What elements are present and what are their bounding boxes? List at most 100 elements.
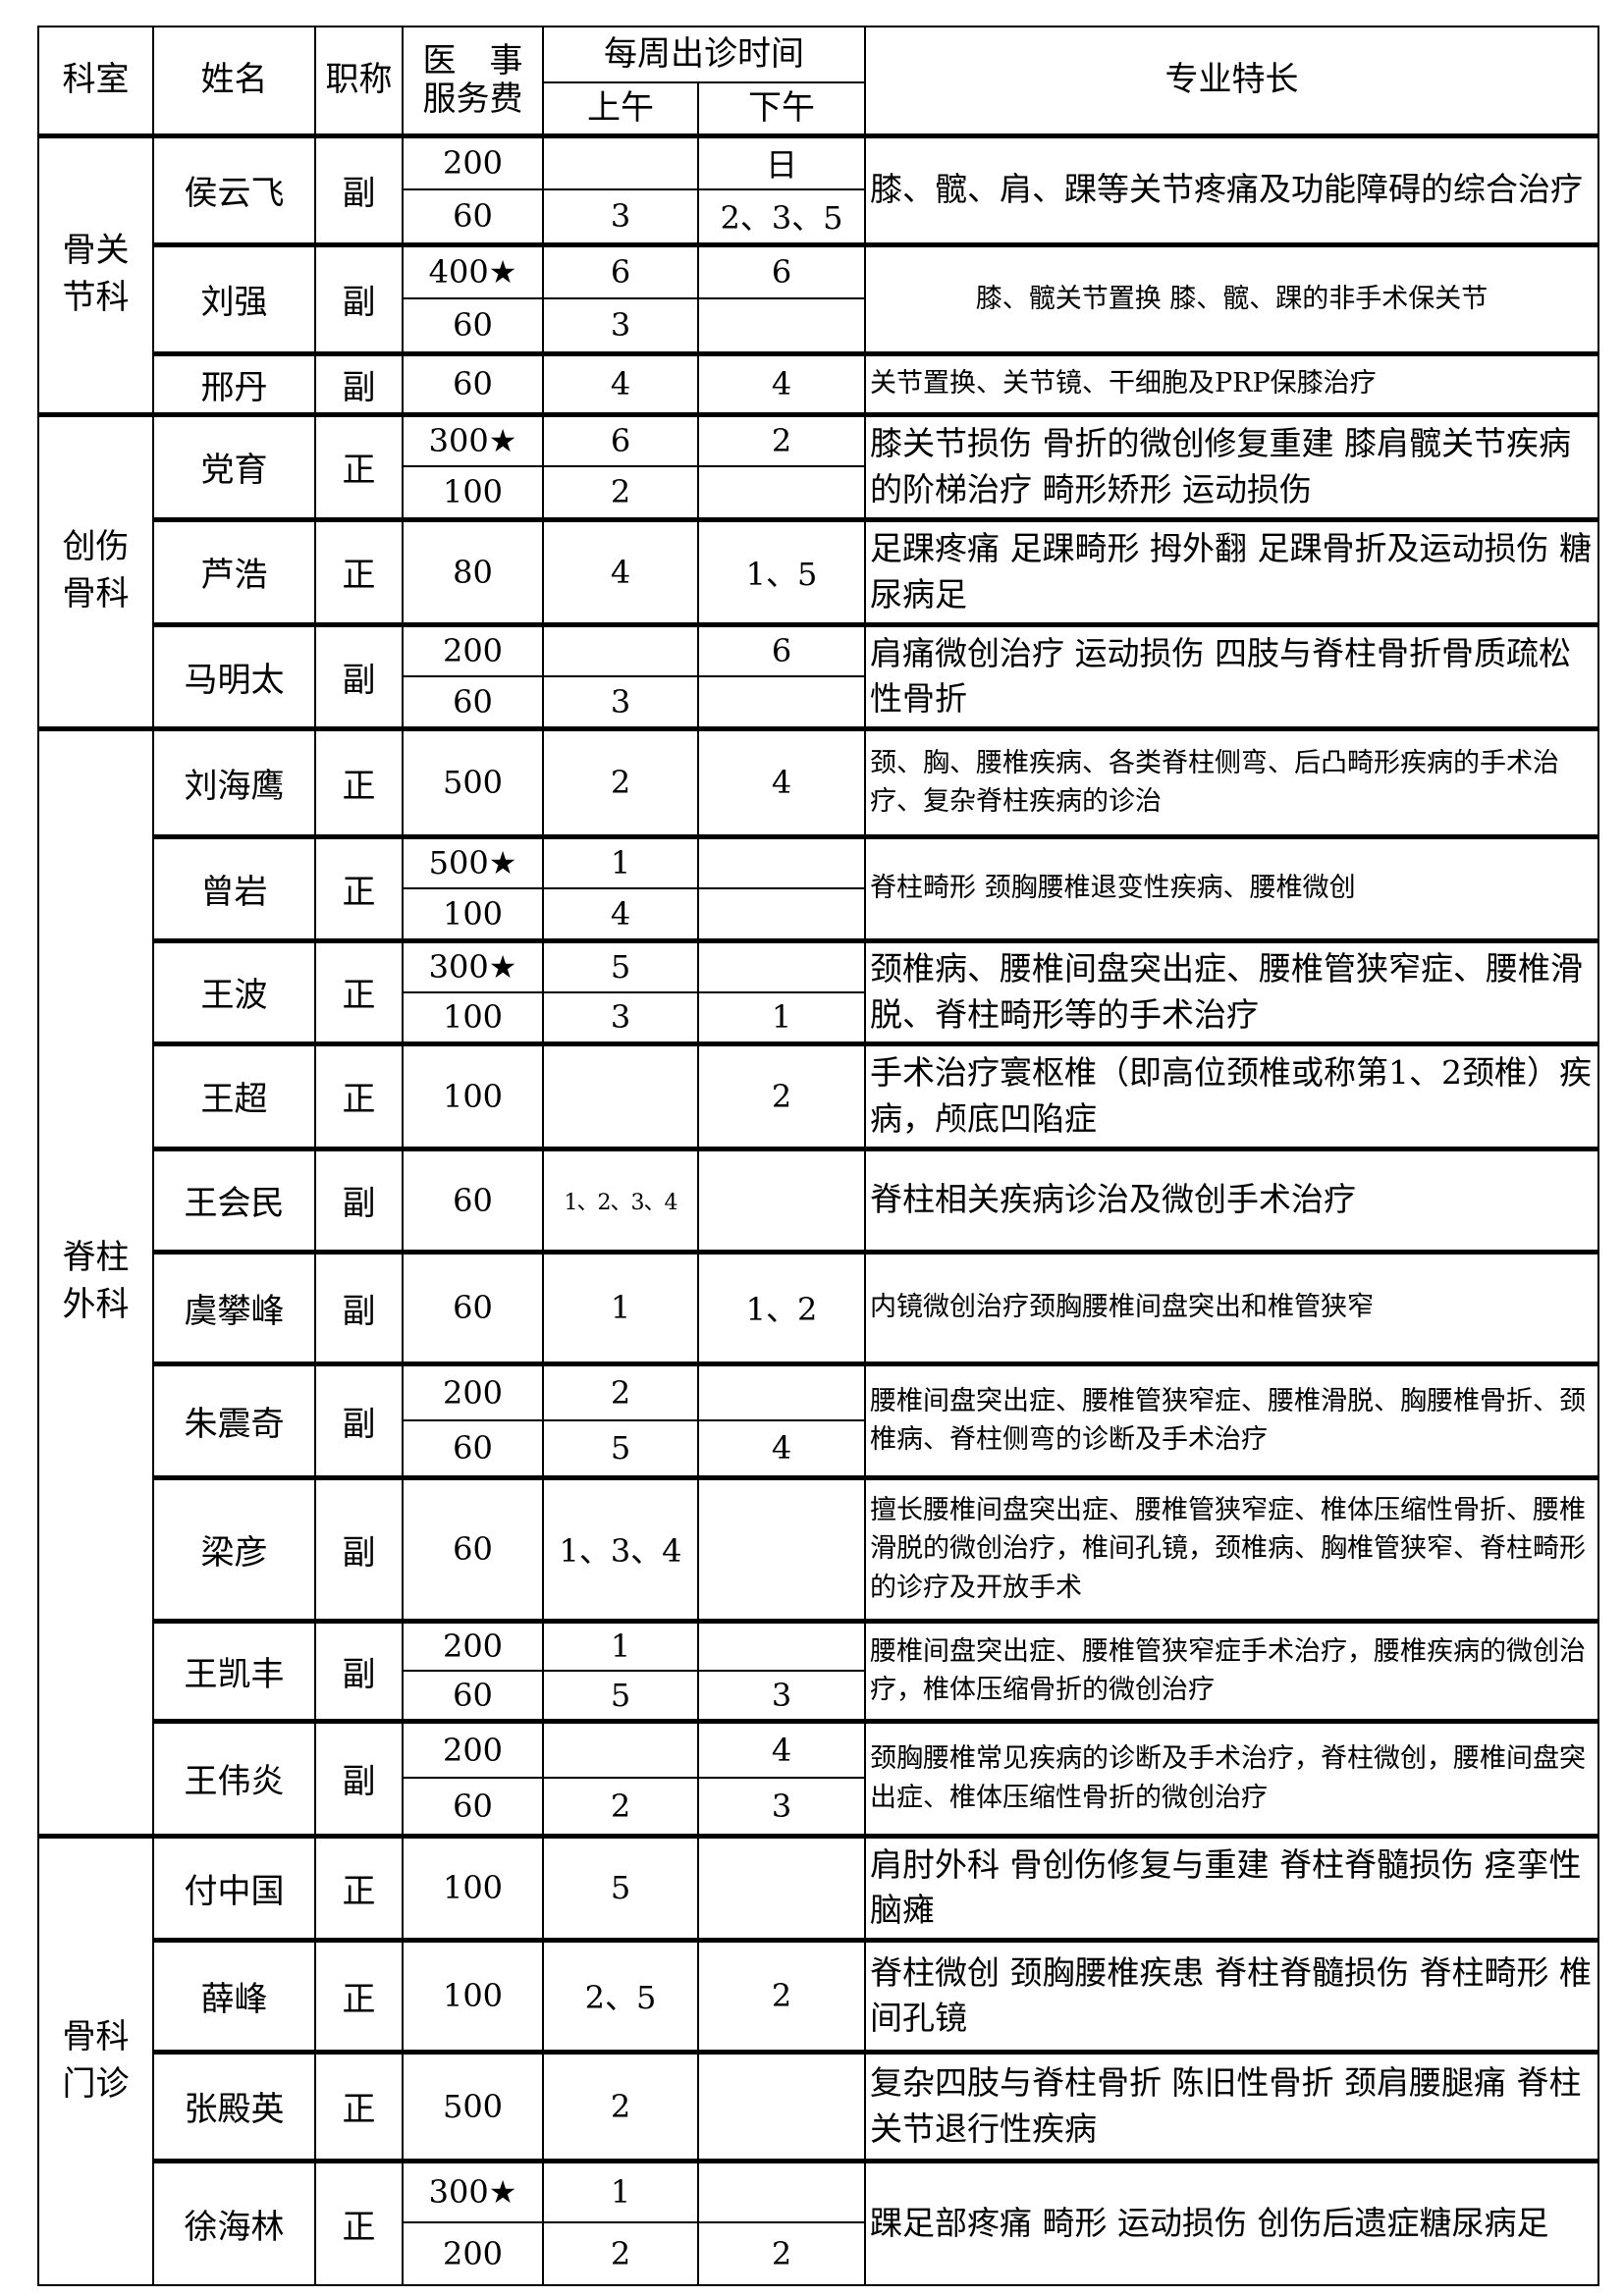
pm-cell: 2 xyxy=(697,2221,866,2286)
am-cell xyxy=(542,1041,699,1149)
doctor-title: 正 xyxy=(314,833,404,941)
am-cell: 2 xyxy=(542,1777,699,1837)
am-cell xyxy=(542,621,699,677)
fee-cell: 60 xyxy=(402,1474,544,1622)
specialty-cell: 足踝疼痛 足踝畸形 拇外翻 足踝骨折及运动损伤 糖尿病足 xyxy=(864,516,1599,625)
specialty-cell: 肩痛微创治疗 运动损伤 四肢与脊柱骨折骨质疏松性骨折 xyxy=(864,621,1599,729)
table-row: 60 3 xyxy=(38,297,1598,354)
doctor-title: 正 xyxy=(314,516,404,625)
specialty-cell: 手术治疗寰枢椎（即高位颈椎或称第1、2颈椎）疾病，颅底凹陷症 xyxy=(864,1041,1599,1149)
table-row: 刘强副 400★ 6 6 膝、髋关节置换 膝、髋、踝的非手术保关节 xyxy=(38,241,1599,354)
doctor-name: 王凯丰 xyxy=(152,1618,316,1722)
table-row: 曾岩正 500★ 1 脊柱畸形 颈胸腰椎退变性疾病、腰椎微创 xyxy=(38,833,1599,941)
specialty-cell: 腰椎间盘突出症、腰椎管狭窄症手术治疗，腰椎疾病的微创治疗，椎体压缩骨折的微创治疗 xyxy=(864,1618,1599,1722)
table-row: 朱震奇副 200 2 腰椎间盘突出症、腰椎管狭窄症、腰椎滑脱、胸腰椎骨折、颈椎病、脊柱… xyxy=(38,1361,1599,1478)
am-cell xyxy=(542,133,699,190)
fee-cell: 60 xyxy=(402,1419,544,1478)
doctor-title: 副 xyxy=(314,133,404,245)
fee-cell: 200 xyxy=(402,133,544,190)
doctor-title: 正 xyxy=(314,1937,404,2053)
doctor-title: 副 xyxy=(314,241,404,354)
pm-cell xyxy=(697,937,866,993)
table-row: 邢丹副 60 4 4 关节置换、关节镜、干细胞及PRP保膝治疗 xyxy=(38,350,1599,415)
doctor-name: 芦浩 xyxy=(152,516,316,625)
specialty-cell: 脊柱微创 颈胸腰椎疾患 脊柱脊髓损伤 脊柱畸形 椎间孔镜 xyxy=(864,1937,1599,2053)
header-specialty: 专业特长 xyxy=(864,26,1599,136)
pm-cell xyxy=(697,1618,866,1672)
pm-cell: 1、2 xyxy=(697,1249,866,1364)
pm-cell: 3 xyxy=(697,1670,866,1722)
doctor-name: 党育 xyxy=(152,411,316,520)
am-cell xyxy=(542,1718,699,1779)
am-cell: 6 xyxy=(542,411,699,467)
table-row: 骨科门诊 付中国正 100 5 肩肘外科 骨创伤修复与重建 脊柱脊髓损伤 痉挛性脑瘫 xyxy=(37,1833,1599,2286)
specialty-cell: 内镜微创治疗颈胸腰椎间盘突出和椎管狭窄 xyxy=(864,1249,1599,1364)
doctor-name: 刘海鹰 xyxy=(152,725,316,837)
header-name: 姓名 xyxy=(152,26,316,136)
specialty-cell: 肩肘外科 骨创伤修复与重建 脊柱脊髓损伤 痉挛性脑瘫 xyxy=(864,1833,1599,1941)
pm-cell: 1、5 xyxy=(697,516,866,625)
table-row: 徐海林正 300★ 1 踝足部疼痛 畸形 运动损伤 创伤后遗症糖尿病足 xyxy=(38,2158,1599,2286)
am-cell: 2 xyxy=(542,2221,699,2286)
am-cell: 3 xyxy=(542,675,699,729)
pm-cell xyxy=(697,1361,866,1421)
am-cell: 2 xyxy=(542,465,699,520)
doctor-name: 虞攀峰 xyxy=(152,1249,316,1364)
am-cell: 3 xyxy=(542,297,699,354)
table-row: 王波正 300★ 5 颈椎病、腰椎间盘突出症、腰椎管狭窄症、腰椎滑脱、脊柱畸形等的手术… xyxy=(38,937,1599,1044)
department-cell: 脊柱外科 xyxy=(37,725,154,1837)
pm-cell xyxy=(697,465,866,520)
table-row: 王超正 100 2 手术治疗寰枢椎（即高位颈椎或称第1、2颈椎）疾病，颅底凹陷症 xyxy=(38,1041,1599,1149)
fee-cell: 100 xyxy=(402,465,544,520)
am-cell: 5 xyxy=(542,1419,699,1478)
header-fee: 医 事 服务费 xyxy=(402,26,544,136)
header-pm: 下午 xyxy=(697,81,866,136)
doctor-name: 邢丹 xyxy=(152,350,316,415)
pm-cell xyxy=(697,2158,866,2223)
header-am: 上午 xyxy=(542,81,699,136)
specialty-cell: 膝、髋、肩、踝等关节疼痛及功能障碍的综合治疗 xyxy=(864,133,1599,245)
pm-cell: 6 xyxy=(697,241,866,299)
fee-cell: 60 xyxy=(402,1249,544,1364)
table-row: 60 3 xyxy=(38,675,1598,729)
doctor-title: 副 xyxy=(314,621,404,729)
doctor-name: 王伟炎 xyxy=(152,1718,316,1837)
am-cell: 4 xyxy=(542,887,699,941)
specialty-cell: 膝关节损伤 骨折的微创修复重建 膝肩髋关节疾病的阶梯治疗 畸形矫形 运动损伤 xyxy=(864,411,1599,520)
specialty-cell: 膝、髋关节置换 膝、髋、踝的非手术保关节 xyxy=(864,241,1599,354)
fee-cell: 200 xyxy=(402,621,544,677)
table-row: 60 5 4 xyxy=(38,1419,1598,1478)
am-cell: 4 xyxy=(542,350,699,415)
pm-cell xyxy=(697,1833,866,1941)
doctor-name: 马明太 xyxy=(152,621,316,729)
table-row: 王伟炎副 200 4 颈胸腰椎常见疾病的诊断及手术治疗，脊柱微创，腰椎间盘突出症、椎体… xyxy=(38,1718,1599,1837)
doctor-name: 徐海林 xyxy=(152,2158,316,2286)
am-cell: 1 xyxy=(542,1618,699,1672)
header-schedule: 每周出诊时间 xyxy=(542,26,866,83)
pm-cell xyxy=(697,833,866,889)
fee-cell: 400★ xyxy=(402,241,544,299)
am-cell: 2、5 xyxy=(542,1937,699,2053)
doctor-name: 刘强 xyxy=(152,241,316,354)
department-cell: 骨科门诊 xyxy=(37,1833,154,2286)
pm-cell: 2 xyxy=(697,1041,866,1149)
table-row: 100 3 1 xyxy=(38,991,1598,1044)
fee-cell: 300★ xyxy=(402,937,544,993)
pm-cell: 3 xyxy=(697,1777,866,1837)
fee-cell: 500 xyxy=(402,725,544,837)
doctor-title: 副 xyxy=(314,1146,404,1253)
header-title: 职称 xyxy=(314,26,404,136)
doctor-title: 正 xyxy=(314,1833,404,1941)
fee-cell: 100 xyxy=(402,1041,544,1149)
am-cell: 2 xyxy=(542,725,699,837)
doctor-name: 张殿英 xyxy=(152,2049,316,2162)
doctor-name: 梁彦 xyxy=(152,1474,316,1622)
doctor-title: 副 xyxy=(314,1618,404,1722)
am-cell: 2 xyxy=(542,1361,699,1421)
fee-cell: 300★ xyxy=(402,411,544,467)
table-row: 60 5 3 xyxy=(38,1670,1598,1722)
fee-cell: 200 xyxy=(402,2221,544,2286)
fee-cell: 500 xyxy=(402,2049,544,2162)
doctor-title: 正 xyxy=(314,2158,404,2286)
am-cell: 5 xyxy=(542,937,699,993)
